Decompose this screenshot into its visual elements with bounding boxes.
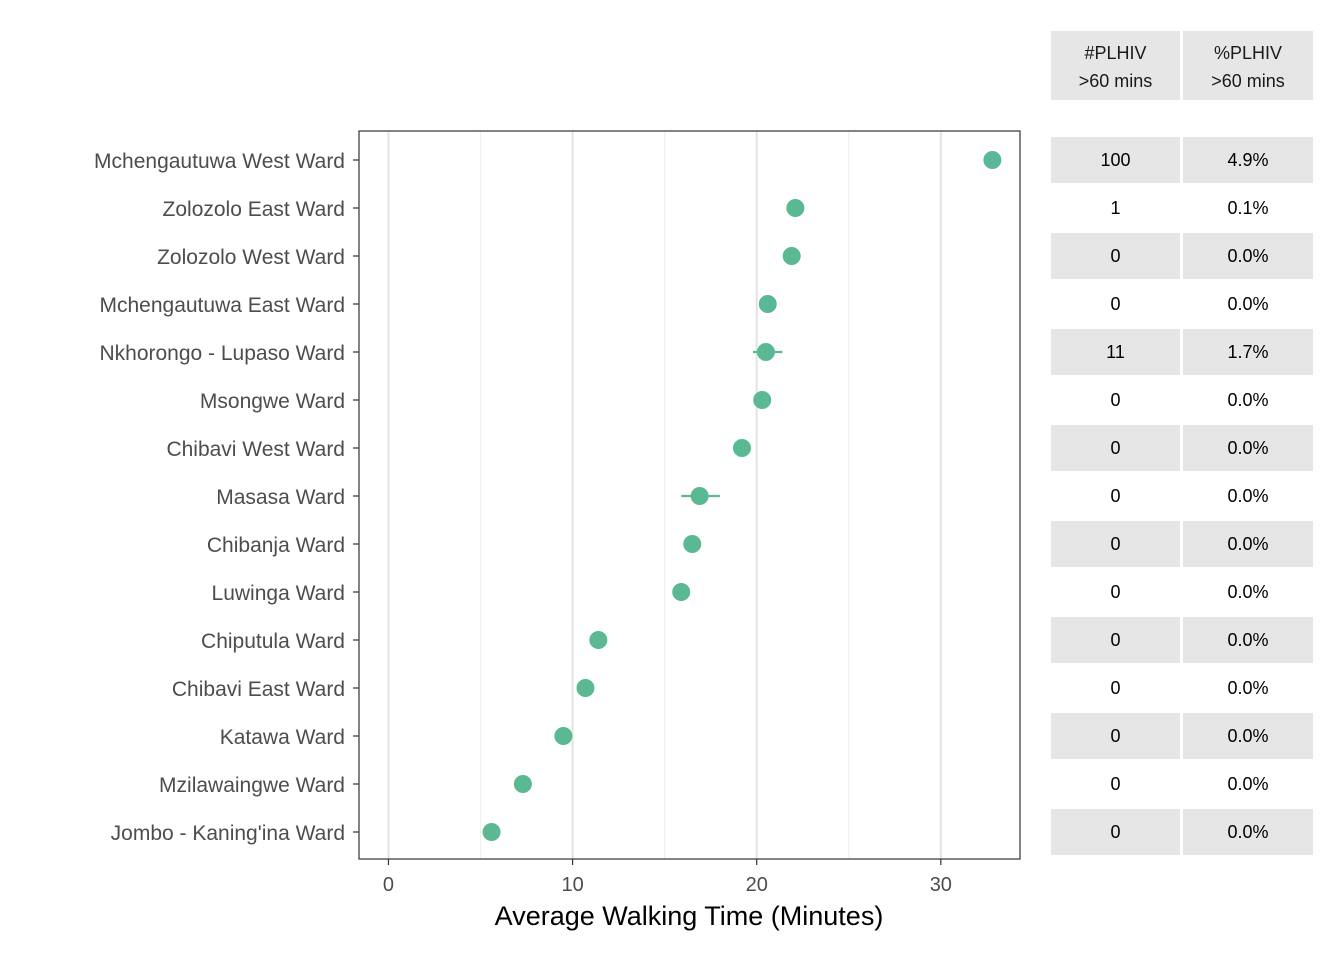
plhiv-pct-cell: 4.9% — [1227, 150, 1268, 170]
plhiv-count-cell: 0 — [1110, 390, 1120, 410]
data-point — [983, 151, 1002, 169]
table-header-line1: #PLHIV — [1084, 43, 1146, 63]
table-header-line2: >60 mins — [1079, 71, 1153, 91]
plhiv-pct-cell: 0.1% — [1227, 198, 1268, 218]
plhiv-table: #PLHIV >60 mins %PLHIV >60 mins 100 4.9% 1 0.1%… — [1051, 31, 1313, 855]
table-cell-bg — [1051, 713, 1180, 759]
ward-label: Zolozolo West Ward — [157, 246, 345, 269]
ward-label: Mchengautuwa East Ward — [99, 294, 345, 317]
grid-layer — [387, 131, 942, 859]
plhiv-count-cell: 0 — [1110, 774, 1120, 794]
plhiv-pct-cell: 0.0% — [1227, 294, 1268, 314]
plhiv-count-cell: 0 — [1110, 534, 1120, 554]
plhiv-count-cell: 0 — [1110, 726, 1120, 746]
data-point — [672, 583, 691, 601]
data-point — [732, 439, 751, 457]
x-axis: 0 10 20 30 — [383, 859, 952, 896]
table-cell-bg — [1051, 521, 1180, 567]
data-point — [513, 775, 532, 793]
plhiv-pct-cell: 0.0% — [1227, 390, 1268, 410]
ward-label: Jombo - Kaning'ina Ward — [111, 822, 345, 845]
data-point — [786, 199, 805, 217]
data-point — [576, 679, 595, 697]
plhiv-count-cell: 0 — [1110, 678, 1120, 698]
data-point — [482, 823, 501, 841]
x-axis-title: Average Walking Time (Minutes) — [495, 901, 884, 931]
plhiv-pct-cell: 0.0% — [1227, 630, 1268, 650]
ward-label: Katawa Ward — [220, 726, 345, 749]
plhiv-count-cell: 100 — [1100, 150, 1130, 170]
plot-panel-border — [358, 130, 1021, 860]
table-cell-bg — [1051, 329, 1180, 375]
data-point — [782, 247, 801, 265]
plhiv-pct-cell: 0.0% — [1227, 678, 1268, 698]
table-cell-bg — [1183, 713, 1313, 759]
data-point — [589, 631, 608, 649]
ward-label: Luwinga Ward — [212, 582, 345, 605]
plhiv-count-cell: 11 — [1106, 342, 1125, 362]
plhiv-pct-cell: 0.0% — [1227, 486, 1268, 506]
plhiv-count-cell: 0 — [1110, 438, 1120, 458]
plhiv-pct-cell: 0.0% — [1227, 822, 1268, 842]
table-cell-bg — [1183, 521, 1313, 567]
ward-label: Mchengautuwa West Ward — [94, 150, 345, 173]
x-tick-label: 10 — [561, 874, 583, 896]
ward-label: Chibavi East Ward — [172, 678, 345, 701]
ward-label: Zolozolo East Ward — [163, 198, 345, 221]
data-point — [683, 535, 702, 553]
table-cell-bg — [1051, 617, 1180, 663]
ward-label: Chiputula Ward — [201, 630, 345, 653]
table-cell-bg — [1183, 617, 1313, 663]
table-cell-bg — [1051, 809, 1180, 855]
plhiv-pct-cell: 0.0% — [1227, 246, 1268, 266]
table-cell-bg — [1183, 809, 1313, 855]
plhiv-count-cell: 0 — [1110, 486, 1120, 506]
plhiv-pct-cell: 0.0% — [1227, 582, 1268, 602]
table-header-cell — [1183, 31, 1313, 100]
table-header-cell — [1051, 31, 1180, 100]
plhiv-count-cell: 0 — [1110, 822, 1120, 842]
table-header-line1: %PLHIV — [1214, 43, 1282, 63]
ward-label: Chibanja Ward — [207, 534, 345, 557]
plhiv-count-cell: 0 — [1110, 246, 1120, 266]
table-cell-bg — [1051, 425, 1180, 471]
plhiv-count-cell: 1 — [1110, 198, 1120, 218]
data-point — [758, 295, 777, 313]
ward-label: Chibavi West Ward — [166, 438, 345, 461]
plhiv-count-cell: 0 — [1110, 630, 1120, 650]
ward-label: Mzilawaingwe Ward — [159, 774, 345, 797]
ward-label: Nkhorongo - Lupaso Ward — [99, 342, 345, 365]
ward-labels: Mchengautuwa West Ward Zolozolo East Ward… — [94, 150, 359, 845]
points-layer — [482, 151, 1002, 841]
data-point — [554, 727, 573, 745]
plhiv-pct-cell: 1.7% — [1227, 342, 1268, 362]
x-tick-label: 20 — [746, 874, 768, 896]
plhiv-count-cell: 0 — [1110, 582, 1120, 602]
table-cell-bg — [1183, 329, 1313, 375]
plhiv-pct-cell: 0.0% — [1227, 774, 1268, 794]
x-tick-label: 30 — [930, 874, 952, 896]
table-cell-bg — [1051, 233, 1180, 279]
data-point — [753, 391, 772, 409]
table-cell-bg — [1183, 425, 1313, 471]
plhiv-pct-cell: 0.0% — [1227, 438, 1268, 458]
plhiv-pct-cell: 0.0% — [1227, 534, 1268, 554]
table-cell-bg — [1051, 137, 1180, 183]
table-header-line2: >60 mins — [1211, 71, 1285, 91]
table-cell-bg — [1183, 137, 1313, 183]
plhiv-pct-cell: 0.0% — [1227, 726, 1268, 746]
plhiv-count-cell: 0 — [1110, 294, 1120, 314]
ward-label: Msongwe Ward — [200, 390, 345, 413]
ward-label: Masasa Ward — [216, 486, 345, 509]
table-cell-bg — [1183, 233, 1313, 279]
data-point — [690, 487, 709, 505]
data-point — [756, 343, 775, 361]
x-tick-label: 0 — [383, 874, 394, 896]
